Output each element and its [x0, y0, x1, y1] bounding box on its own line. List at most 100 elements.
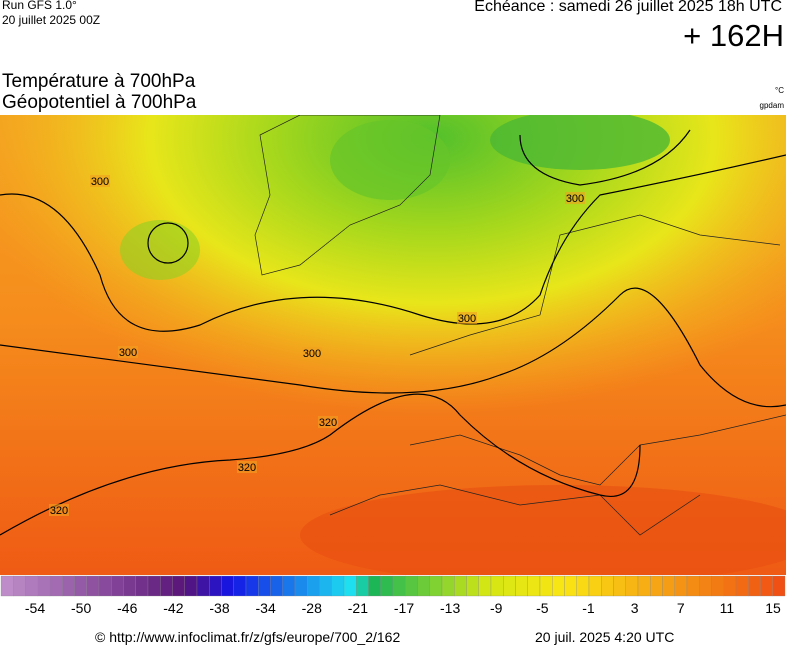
- unit-temp: °C: [775, 86, 784, 95]
- contour-label: 300: [303, 348, 321, 360]
- colorbar-swatch: [601, 575, 614, 597]
- colorbar-swatch: [772, 575, 786, 597]
- colorbar-swatch: [294, 575, 308, 597]
- colorbar-swatch: [735, 575, 749, 597]
- colorbar-tick-label: -28: [302, 600, 322, 615]
- colorbar-swatch: [588, 575, 602, 597]
- unit-geo: gpdam: [759, 101, 784, 110]
- colorbar-swatch: [478, 575, 492, 597]
- colorbar-swatch: [0, 575, 14, 597]
- colorbar-swatch: [74, 575, 87, 597]
- colorbar-tick-label: 7: [677, 600, 685, 615]
- colorbar-swatch: [245, 575, 259, 597]
- cold-core: [490, 115, 670, 170]
- colorbar-swatch: [417, 575, 430, 597]
- colorbar-swatch: [650, 575, 663, 597]
- map: 300 300 300 300 300 320 320 320: [0, 115, 786, 575]
- contour-label: 320: [238, 462, 256, 474]
- colorbar-swatch: [441, 575, 455, 597]
- colorbar-swatch: [662, 575, 675, 597]
- colorbar-swatch: [111, 575, 124, 597]
- colorbar-swatch: [527, 575, 541, 597]
- colorbar-swatch: [184, 575, 198, 597]
- colorbar-tick-label: -54: [25, 600, 45, 615]
- colorbar-swatch: [172, 575, 185, 597]
- colorbar-swatch: [160, 575, 173, 597]
- contours: [0, 129, 786, 536]
- colorbar-swatch: [454, 575, 467, 597]
- colorbar-swatch: [343, 575, 357, 597]
- colorbar-swatch: [503, 575, 516, 597]
- colorbar-swatch: [723, 575, 737, 597]
- contour-label: 300: [91, 176, 109, 188]
- colorbar-swatch: [37, 575, 51, 597]
- colorbar-swatch: [380, 575, 394, 597]
- colorbar-tick-label: -42: [163, 600, 183, 615]
- colorbar: -54 -50 -46 -42 -38 -34 -28 -21 -17 -13 -9 -5 -1 3 7 11…: [0, 575, 786, 615]
- warm-area: [300, 485, 786, 575]
- colorbar-swatch: [392, 575, 406, 597]
- colorbar-swatch: [282, 575, 296, 597]
- colorbar-swatch: [711, 575, 724, 597]
- lead-time: + 162H: [683, 18, 784, 53]
- contour-label-bg: [318, 416, 338, 428]
- colorbar-tick-label: 15: [765, 600, 781, 615]
- title-geo: Géopotentiel à 700hPa: [2, 92, 197, 113]
- colorbar-tick-label: -5: [536, 600, 549, 615]
- colorbar-swatch: [123, 575, 136, 597]
- colorbar-tick-label: -13: [440, 600, 460, 615]
- colorbar-swatch: [637, 575, 651, 597]
- colorbar-swatch: [515, 575, 528, 597]
- colorbar-swatch: [209, 575, 222, 597]
- colorbar-swatch: [674, 575, 688, 597]
- colorbar-swatch: [699, 575, 712, 597]
- colorbar-swatch: [135, 575, 149, 597]
- colorbar-tick-label: -21: [348, 600, 368, 615]
- colorbar-swatch: [405, 575, 418, 597]
- contour-label-bg: [237, 461, 257, 473]
- colorbar-swatch: [331, 575, 345, 597]
- colorbar-swatch: [258, 575, 271, 597]
- colorbar-tick-label: -46: [117, 600, 137, 615]
- contour-label-bg: [302, 347, 322, 359]
- footer-date: 20 juil. 2025 4:20 UTC: [535, 629, 675, 645]
- colorbar-swatch: [552, 575, 565, 597]
- coastlines: [254, 115, 786, 536]
- colorbar-swatch: [356, 575, 369, 597]
- cold-core: [120, 220, 200, 280]
- colorbar-tick-label: -17: [394, 600, 414, 615]
- colorbar-swatch: [270, 575, 283, 597]
- contour-label-bg: [457, 312, 477, 324]
- colorbar-swatch: [429, 575, 443, 597]
- colorbar-swatch: [490, 575, 504, 597]
- colorbar-swatch: [368, 575, 381, 597]
- colorbar-swatch: [307, 575, 320, 597]
- colorbar-tick-label: -50: [71, 600, 91, 615]
- valid-time: Echéance : samedi 26 juillet 2025 18h UT…: [474, 0, 782, 15]
- cold-core: [330, 120, 450, 200]
- colorbar-tick-label: 3: [631, 600, 639, 615]
- contour-label-bg: [118, 346, 138, 358]
- colorbar-swatch: [613, 575, 626, 597]
- colorbar-swatch: [319, 575, 332, 597]
- colorbar-tick-label: -38: [209, 600, 229, 615]
- contour-label: 300: [119, 347, 137, 359]
- contour-label: 320: [319, 417, 337, 429]
- contour-label: 320: [50, 505, 68, 517]
- colorbar-swatch: [196, 575, 210, 597]
- colorbar-swatch: [466, 575, 479, 597]
- colorbar-tick-label: -1: [582, 600, 595, 615]
- colorbar-swatch: [86, 575, 100, 597]
- colorbar-swatch: [49, 575, 63, 597]
- contour-label: 300: [458, 313, 476, 325]
- title-temp: Température à 700hPa: [2, 71, 196, 92]
- colorbar-swatch: [564, 575, 577, 597]
- colorbar-swatch: [13, 575, 26, 597]
- colorbar-swatch: [625, 575, 639, 597]
- footer-url: © http://www.infoclimat.fr/z/gfs/europe/…: [95, 629, 401, 645]
- contour-label-bg: [90, 175, 110, 187]
- colorbar-swatch: [686, 575, 700, 597]
- contour-label: 300: [566, 193, 584, 205]
- colorbar-swatch: [98, 575, 112, 597]
